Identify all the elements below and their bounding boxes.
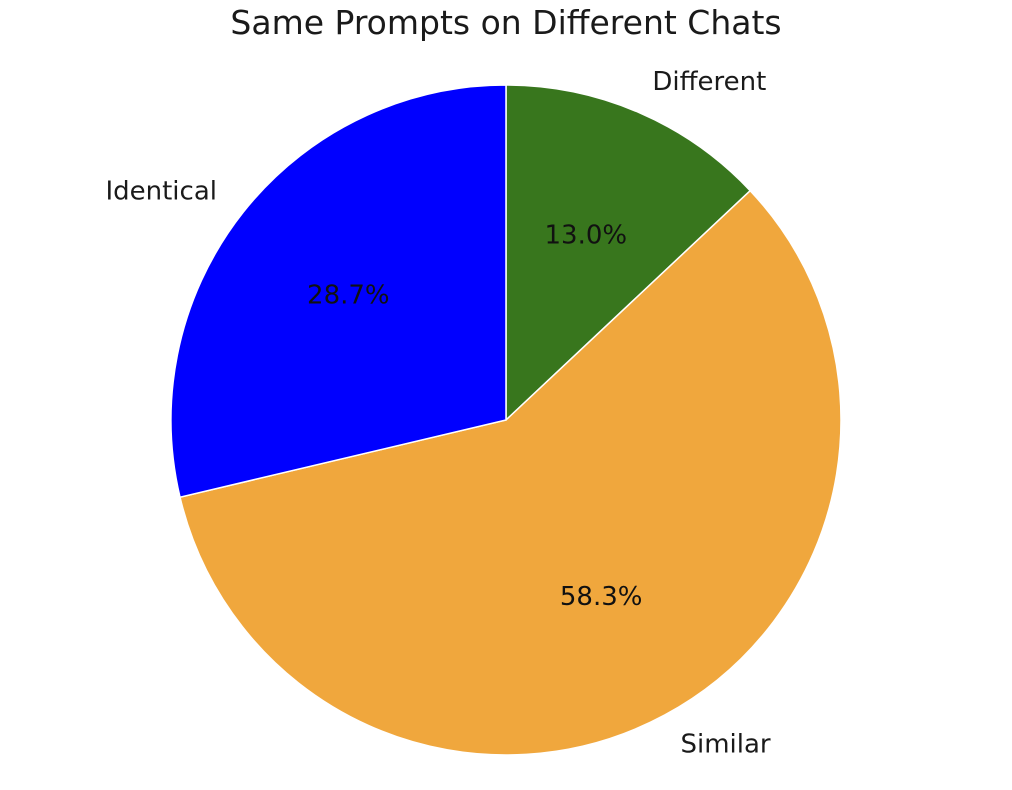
pie-slice-similar <box>179 189 842 756</box>
slice-label-different: Different <box>652 67 766 97</box>
pie-slice-different <box>505 84 752 422</box>
percentage-labels: 13.0% 58.3% 28.7% <box>307 221 642 613</box>
slice-label-identical: Identical <box>105 176 217 206</box>
pie-slices <box>170 84 842 756</box>
slice-label-similar: Similar <box>680 730 770 760</box>
category-labels: Different Similar Identical <box>105 67 770 760</box>
pct-label-similar: 58.3% <box>560 582 643 612</box>
pie-slice-identical <box>170 84 507 499</box>
pct-label-different: 13.0% <box>545 221 628 251</box>
chart-title: Same Prompts on Different Chats <box>230 3 781 42</box>
pct-label-identical: 28.7% <box>307 280 390 310</box>
